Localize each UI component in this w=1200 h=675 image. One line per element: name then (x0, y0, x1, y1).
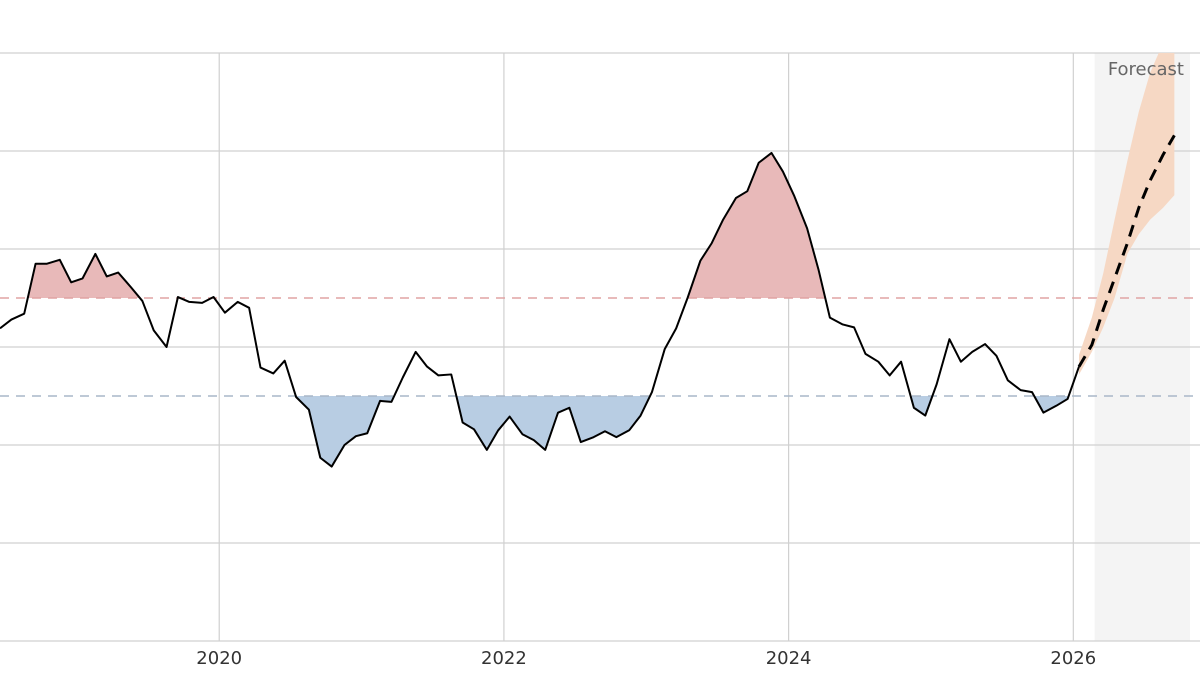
x-tick-label: 2020 (196, 648, 242, 669)
x-tick-label: 2026 (1050, 648, 1096, 669)
forecast-band (1079, 53, 1175, 375)
forecast-annotation: Forecast (1108, 59, 1184, 80)
x-tick-label: 2022 (481, 648, 527, 669)
x-tick-label: 2024 (766, 648, 812, 669)
below-fill (0, 396, 1079, 467)
line (0, 151, 1080, 468)
above-fill (0, 152, 1079, 298)
